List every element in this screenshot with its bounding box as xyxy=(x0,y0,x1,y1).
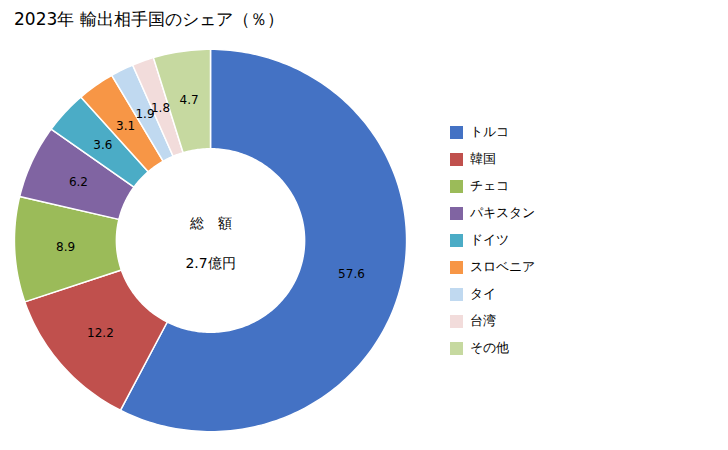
svg-text:3.1: 3.1 xyxy=(116,119,135,133)
html-text:スロベニア: スロベニア xyxy=(470,259,535,274)
svg-text:57.6: 57.6 xyxy=(338,267,365,281)
html-text:タイ: タイ xyxy=(470,286,496,301)
svg-text:6.2: 6.2 xyxy=(69,175,88,189)
svg-text:1.9: 1.9 xyxy=(135,107,155,122)
html-text:パキスタン: パキスタン xyxy=(470,205,535,220)
html-text:チェコ: チェコ xyxy=(470,178,509,193)
svg-text:12.2: 12.2 xyxy=(87,326,114,340)
svg-text:1.8: 1.8 xyxy=(151,101,170,115)
svg-text:3.6: 3.6 xyxy=(93,138,112,152)
html-text:台湾: 台湾 xyxy=(470,313,496,328)
html-text:ドイツ: ドイツ xyxy=(470,232,509,247)
svg-text:2.7億円: 2.7億円 xyxy=(185,255,235,271)
svg-text:総 額: 総 額 xyxy=(189,215,232,231)
svg-text:8.9: 8.9 xyxy=(56,240,75,254)
html-text:その他: その他 xyxy=(470,340,509,355)
html-text:韓国: 韓国 xyxy=(470,151,496,166)
svg-text:4.7: 4.7 xyxy=(180,93,199,107)
html-text:トルコ: トルコ xyxy=(470,124,509,139)
html-text:2023年 輸出相手国のシェア（％）: 2023年 輸出相手国のシェア（％） xyxy=(14,9,284,29)
